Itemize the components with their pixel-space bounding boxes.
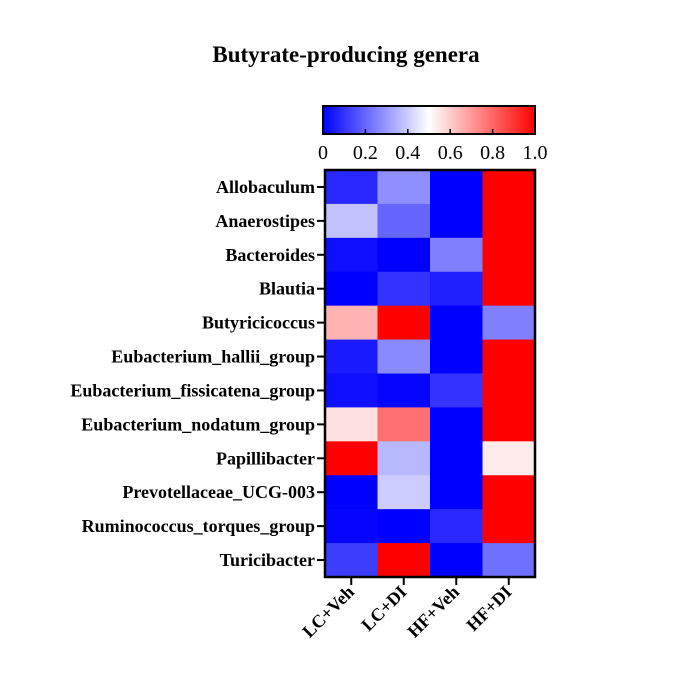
row-label: Blautia — [259, 279, 315, 299]
heatmap-cell — [325, 543, 378, 578]
row-label: Turicibacter — [220, 550, 315, 570]
row-label: Papillibacter — [216, 448, 315, 468]
heatmap-cell — [377, 237, 431, 273]
heatmap-cell — [482, 543, 536, 578]
heatmap-cell — [325, 407, 378, 442]
heatmap-cell — [430, 305, 483, 341]
colorbar-tick-label: 0 — [318, 142, 328, 164]
row-label: Butyricicoccus — [202, 313, 315, 333]
heatmap-cell — [482, 170, 536, 205]
column-label: HF+Veh — [403, 582, 463, 642]
chart-title: Butyrate-producing genera — [212, 42, 480, 67]
heatmap-cell — [377, 509, 431, 544]
heatmap-cell — [482, 407, 536, 442]
heatmap-cell — [430, 271, 483, 307]
heatmap-cell — [377, 305, 431, 341]
heatmap-cell — [325, 373, 378, 408]
heatmap-cell — [482, 271, 536, 307]
heatmap-cell — [325, 441, 378, 476]
heatmap-cell — [430, 237, 483, 273]
column-label: LC+Veh — [298, 582, 358, 642]
heatmap-cell — [430, 475, 483, 510]
heatmap-cell — [325, 509, 378, 544]
colorbar-tick-label: 0.6 — [438, 142, 463, 164]
heatmap-cell — [482, 339, 536, 374]
heatmap-cell — [377, 271, 431, 307]
row-label: Anaerostipes — [215, 211, 315, 231]
heatmap-cell — [430, 373, 483, 408]
heatmap-cell — [325, 475, 378, 510]
heatmap-cell — [430, 509, 483, 544]
heatmap-cells — [323, 168, 537, 579]
heatmap-cell — [482, 441, 536, 476]
heatmap-cell — [482, 305, 536, 341]
heatmap-cell — [325, 170, 378, 205]
heatmap-cell — [482, 373, 536, 408]
row-label: Eubacterium_fissicatena_group — [70, 380, 315, 400]
heatmap-cell — [430, 339, 483, 374]
row-label: Eubacterium_nodatum_group — [81, 414, 315, 434]
heatmap-cell — [482, 203, 536, 239]
colorbar-tick-label: 0.4 — [395, 142, 420, 164]
heatmap-cell — [325, 305, 378, 341]
heatmap-cell — [325, 339, 378, 374]
heatmap-cell — [482, 475, 536, 510]
row-labels: Allobaculum Anaerostipes Bacteroides Blauti… — [70, 177, 325, 570]
row-label: Prevotellaceae_UCG-003 — [122, 482, 315, 502]
heatmap-border — [323, 168, 537, 579]
heatmap-cell — [325, 271, 378, 307]
heatmap-cell — [377, 441, 431, 476]
colorbar-tick-label: 0.8 — [480, 142, 505, 164]
heatmap-cell — [377, 475, 431, 510]
heatmap-cell — [430, 543, 483, 578]
colorbar-gradient — [322, 105, 536, 135]
heatmap-cell — [377, 170, 431, 205]
heatmap-cell — [325, 237, 378, 273]
heatmap-cell — [430, 170, 483, 205]
row-label: Ruminococcus_torques_group — [82, 516, 315, 536]
column-label: HF+DI — [462, 582, 515, 635]
heatmap-cell — [482, 509, 536, 544]
colorbar-tick-label: 1.0 — [523, 142, 548, 164]
heatmap-cell — [377, 543, 431, 578]
heatmap-cell — [377, 203, 431, 239]
row-label: Allobaculum — [216, 177, 315, 197]
colorbar: 0 0.2 0.4 0.6 0.8 1.0 — [318, 105, 548, 164]
heatmap-cell — [325, 203, 378, 239]
row-label: Bacteroides — [225, 245, 315, 265]
heatmap-cell — [377, 339, 431, 374]
colorbar-tick-label: 0.2 — [353, 142, 378, 164]
heatmap-cell — [430, 407, 483, 442]
heatmap-cell — [430, 203, 483, 239]
heatmap-cell — [377, 407, 431, 442]
heatmap-cell — [430, 441, 483, 476]
heatmap-cell — [377, 373, 431, 408]
heatmap-cell — [482, 237, 536, 273]
row-label: Eubacterium_hallii_group — [111, 347, 315, 367]
